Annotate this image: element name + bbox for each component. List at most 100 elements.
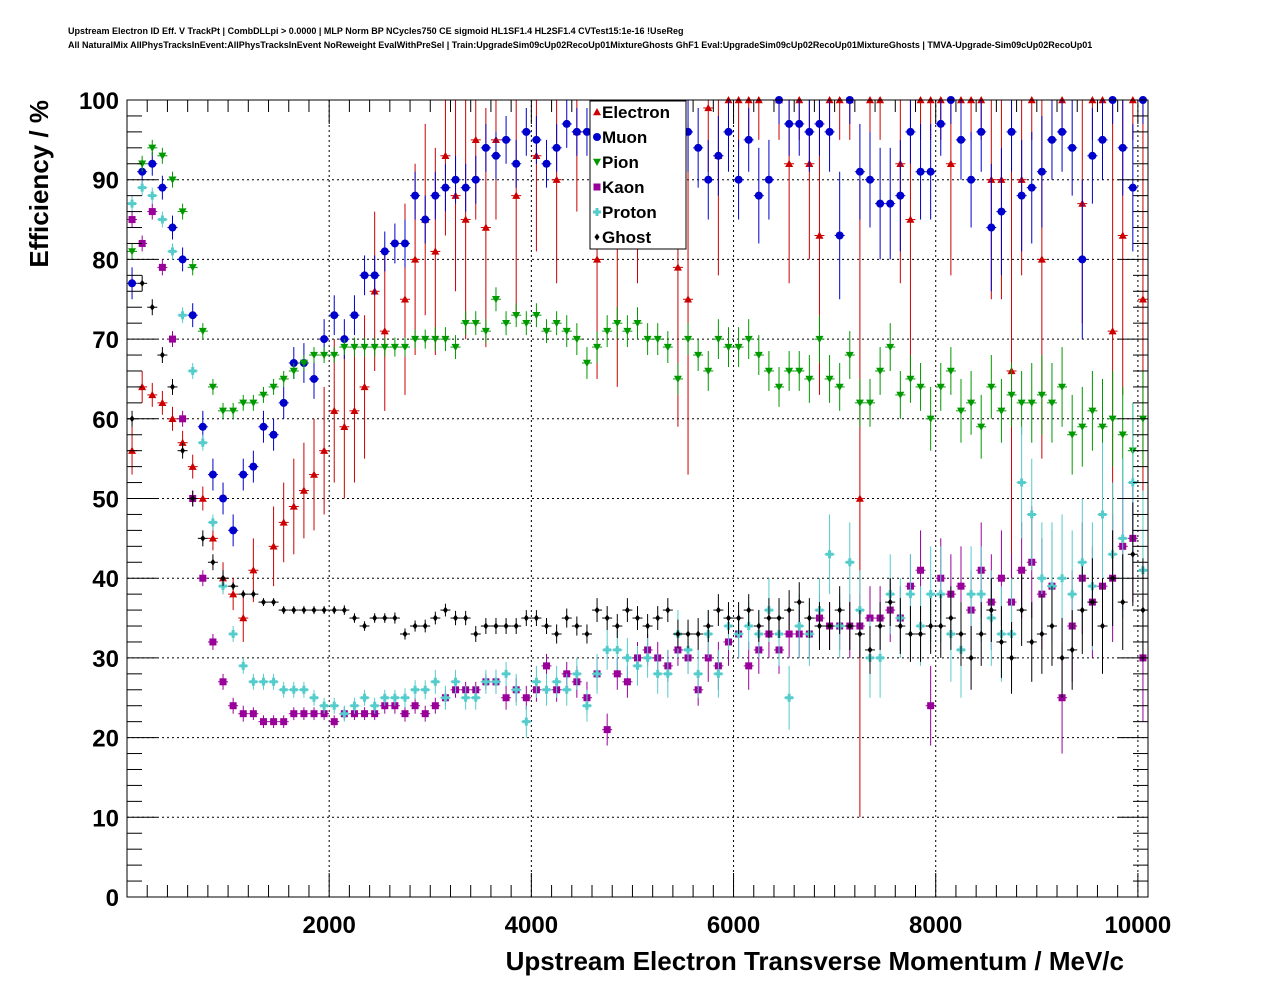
data-point [946,367,955,375]
data-point [442,606,448,614]
data-point [918,630,924,638]
data-point [714,335,723,344]
data-point [148,144,157,152]
data-point [209,638,217,646]
data-point [562,685,571,694]
data-point [1078,255,1087,264]
data-point [481,677,490,686]
y-tick-label: 20 [92,726,119,753]
data-point [785,159,794,167]
data-point [330,311,339,320]
data-point [948,614,954,622]
data-point [289,502,298,510]
data-point [977,590,986,599]
y-tick-label: 0 [106,885,119,912]
data-point [280,718,288,726]
data-point [1029,638,1035,646]
data-point [200,534,206,542]
data-point [714,669,723,678]
data-point [906,127,915,136]
data-point [916,383,925,391]
data-point [168,335,176,343]
data-point [694,351,703,360]
data-point [837,606,843,614]
data-point [138,160,147,168]
data-point [351,614,357,622]
data-point [138,239,146,247]
data-point [633,661,642,670]
data-point [198,422,207,431]
data-point [341,606,347,614]
data-point [422,622,428,630]
data-point [815,231,824,239]
data-point [1069,646,1075,654]
data-point [1058,383,1067,391]
data-point [289,685,298,694]
data-point [876,653,885,662]
y-tick-label: 10 [92,805,119,832]
data-point [260,598,266,606]
data-point [542,327,551,336]
data-point [330,406,339,415]
y-tick-label: 100 [79,88,119,115]
data-point [168,223,177,232]
data-point [816,622,822,630]
data-point [229,526,238,535]
data-point [665,606,671,614]
data-point [481,327,490,336]
data-point [857,630,863,638]
data-point [978,630,984,638]
data-point [522,319,531,328]
data-point [896,391,905,399]
data-point [178,208,187,216]
data-point [411,255,420,263]
data-point [279,375,288,383]
data-point [491,296,500,304]
y-tick-label: 40 [92,566,119,593]
data-point [847,622,853,630]
data-point [441,693,450,702]
data-point [756,622,762,630]
x-tick-label: 4000 [505,912,558,939]
data-point [855,494,864,502]
data-point [956,407,965,415]
data-point [997,207,1006,216]
data-point [1098,135,1107,144]
data-point [877,622,883,630]
data-point [724,343,733,352]
data-point [350,701,359,710]
data-point [269,542,278,550]
data-point [1027,510,1036,519]
data-point [311,606,317,614]
data-point [1017,399,1026,407]
data-point [229,590,238,598]
data-point [785,119,794,128]
data-point [230,582,236,590]
data-point [289,367,298,375]
data-point [432,614,438,622]
data-point [502,135,511,144]
data-point [271,598,277,606]
data-point [552,319,561,328]
data-point [1138,295,1147,303]
data-point [623,327,632,336]
data-point [916,167,925,176]
data-point [936,383,945,391]
data-point [461,319,470,328]
data-point [491,677,500,686]
data-point [471,135,480,144]
data-point [582,359,591,368]
data-point [461,693,470,702]
data-point [1058,574,1067,583]
data-point [229,629,238,638]
data-point [552,175,561,183]
data-point [745,662,753,670]
data-point [522,694,530,702]
data-point [401,710,409,718]
data-point [168,247,177,256]
data-point [380,247,389,256]
data-point [471,319,480,328]
data-point [593,669,602,678]
legend-marker-proton [593,208,601,216]
data-point [1068,143,1077,152]
